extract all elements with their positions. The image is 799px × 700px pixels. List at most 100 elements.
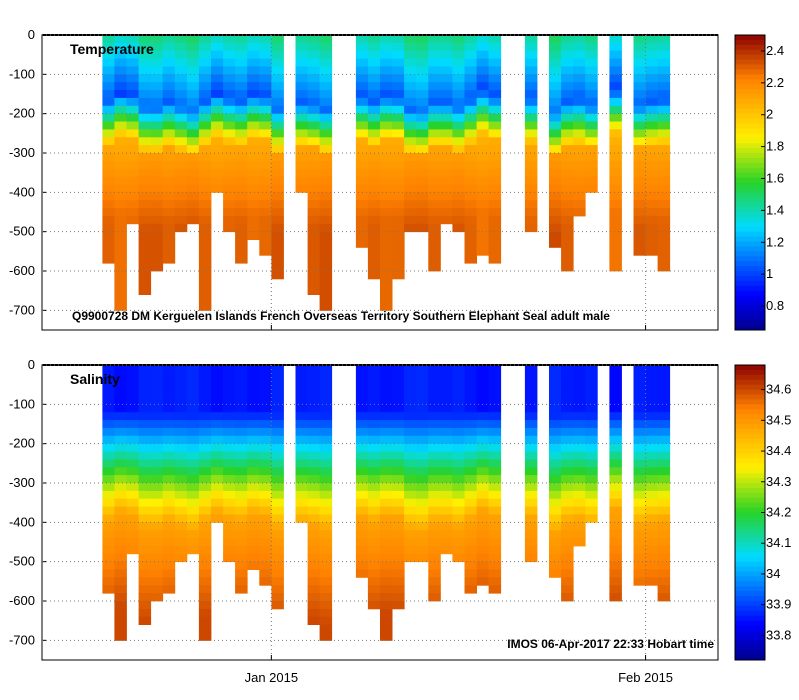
heatmap-cell [645, 545, 659, 555]
heatmap-cell [174, 66, 188, 75]
heatmap-cell [561, 577, 574, 586]
heatmap-cell [573, 412, 586, 421]
heatmap-cell [440, 451, 453, 460]
heatmap-cell [633, 35, 646, 44]
heatmap-cell [295, 105, 308, 115]
heatmap-cell [186, 90, 200, 99]
heatmap-cell [633, 145, 646, 154]
heatmap-cell [319, 271, 333, 280]
heatmap-cell [295, 66, 308, 75]
heatmap-cell [138, 601, 152, 610]
heatmap-cell [464, 82, 477, 91]
heatmap-cell [235, 208, 248, 217]
heatmap-cell [404, 412, 417, 421]
heatmap-cell [247, 483, 260, 492]
heatmap-cell [476, 467, 490, 476]
heatmap-cell [609, 514, 622, 523]
heatmap-cell [476, 569, 490, 578]
heatmap-cell [307, 129, 321, 138]
heatmap-cell [126, 97, 139, 107]
heatmap-cell [440, 137, 453, 146]
heatmap-cell [476, 82, 490, 91]
heatmap-cell [114, 372, 127, 382]
heatmap-cell [392, 153, 405, 162]
heatmap-cell [174, 121, 188, 130]
heatmap-cell [392, 372, 405, 382]
heatmap-cell [549, 137, 562, 146]
heatmap-cell [645, 372, 659, 382]
heatmap-cell [235, 200, 248, 209]
heatmap-cell [561, 184, 574, 193]
colorbar-swatch [735, 315, 765, 321]
heatmap-cell [633, 176, 646, 185]
heatmap-cell [380, 97, 393, 107]
heatmap-cell [174, 113, 188, 122]
heatmap-cell [404, 490, 417, 500]
heatmap-cell [186, 176, 200, 185]
heatmap-cell [464, 365, 477, 374]
colorbar-swatch [735, 433, 765, 440]
heatmap-cell [355, 215, 369, 225]
heatmap-cell [549, 404, 562, 413]
heatmap-cell [645, 231, 659, 240]
heatmap-cell [464, 121, 477, 130]
heatmap-cell [235, 192, 248, 201]
heatmap-cell [657, 561, 671, 570]
heatmap-cell [428, 105, 441, 115]
heatmap-cell [235, 475, 248, 484]
heatmap-cell [657, 74, 671, 83]
heatmap-cell [319, 372, 333, 382]
heatmap-cell [428, 490, 441, 500]
heatmap-cell [138, 585, 152, 594]
heatmap-cell [307, 200, 321, 209]
heatmap-cell [645, 239, 659, 248]
heatmap-cell [524, 168, 538, 177]
heatmap-cell [367, 82, 381, 91]
heatmap-cell [271, 404, 284, 413]
heatmap-cell [404, 208, 417, 217]
heatmap-cell [295, 121, 308, 130]
heatmap-cell [114, 42, 127, 52]
heatmap-cell [476, 577, 490, 586]
heatmap-cell [186, 514, 200, 523]
heatmap-cell [307, 601, 321, 610]
heatmap-cell [235, 372, 248, 382]
heatmap-cell [380, 239, 393, 248]
heatmap-cell [380, 247, 393, 256]
heatmap-cell [114, 624, 127, 633]
heatmap-cell [186, 538, 200, 547]
heatmap-cell [162, 483, 176, 492]
heatmap-cell [271, 145, 284, 154]
colorbar-tick-label: 33.9 [766, 597, 791, 612]
heatmap-cell [235, 239, 248, 248]
heatmap-cell [380, 223, 393, 233]
y-tick-label: -600 [9, 593, 35, 608]
heatmap-cell [259, 42, 272, 52]
heatmap-cell [573, 538, 586, 547]
heatmap-cell [235, 58, 248, 67]
heatmap-cell [138, 97, 152, 107]
heatmap-cell [657, 239, 671, 248]
heatmap-cell [186, 168, 200, 177]
heatmap-cell [440, 113, 453, 122]
heatmap-cell [247, 137, 260, 146]
heatmap-cell [126, 58, 139, 67]
heatmap-cell [174, 184, 188, 193]
heatmap-cell [609, 506, 622, 515]
heatmap-cell [307, 160, 321, 170]
heatmap-cell [585, 498, 598, 507]
heatmap-cell [259, 577, 272, 586]
heatmap-cell [295, 427, 308, 437]
heatmap-cell [211, 435, 224, 445]
heatmap-cell [162, 365, 176, 374]
heatmap-cell [524, 365, 538, 374]
heatmap-cell [645, 129, 659, 138]
heatmap-cell [380, 451, 393, 460]
temperature-x-axis [270, 35, 647, 330]
heatmap-cell [307, 498, 321, 507]
heatmap-cell [464, 538, 477, 547]
heatmap-cell [367, 121, 381, 130]
heatmap-cell [150, 184, 164, 193]
heatmap-cell [428, 113, 441, 122]
heatmap-cell [657, 427, 671, 437]
